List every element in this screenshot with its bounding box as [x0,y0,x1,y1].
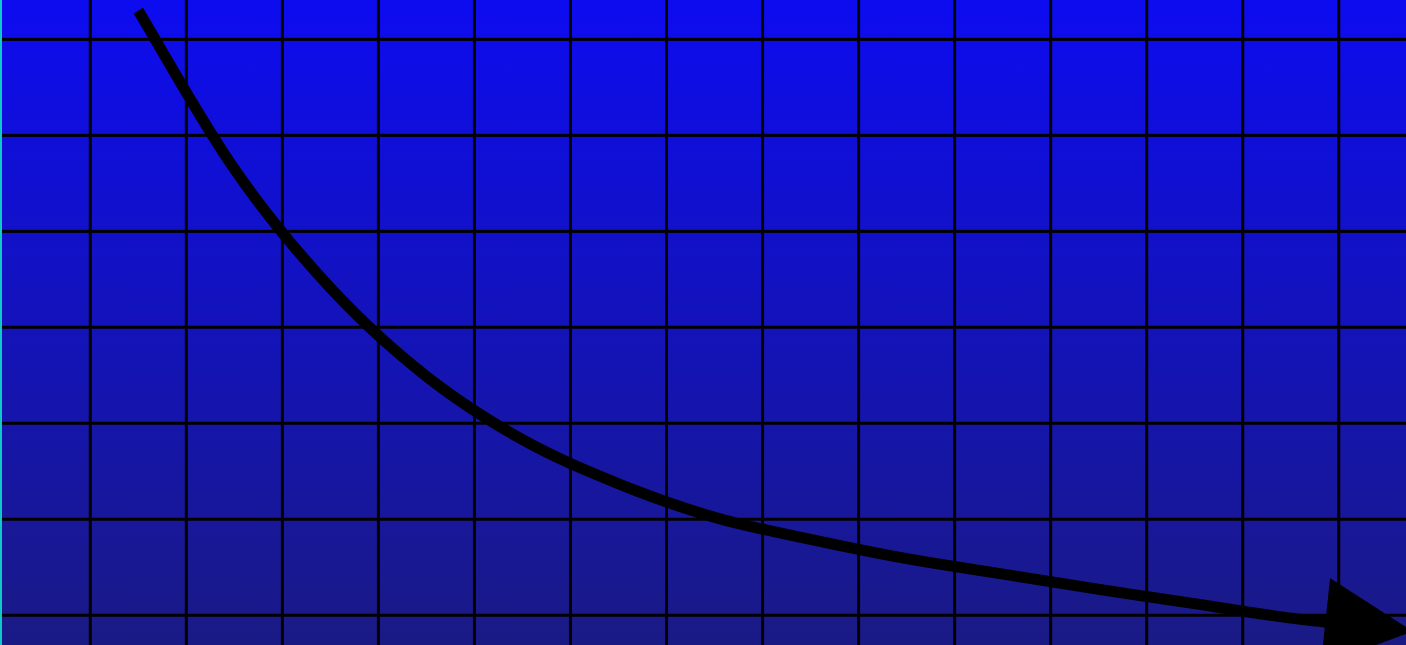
left-edge-accent [0,0,2,645]
series-layer [133,7,1406,645]
series-line-1 [133,7,1406,645]
